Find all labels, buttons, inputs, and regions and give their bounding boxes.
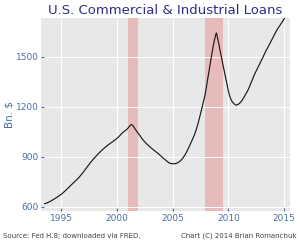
Text: Chart (C) 2014 Brian Romanchuk: Chart (C) 2014 Brian Romanchuk <box>182 232 297 239</box>
Title: U.S. Commercial & Industrial Loans: U.S. Commercial & Industrial Loans <box>48 4 283 17</box>
Bar <box>205 18 223 211</box>
Text: Source: Fed H.8; downloaded via FRED.: Source: Fed H.8; downloaded via FRED. <box>3 233 140 239</box>
Bar <box>128 18 138 211</box>
Y-axis label: Bn. $: Bn. $ <box>4 101 14 128</box>
